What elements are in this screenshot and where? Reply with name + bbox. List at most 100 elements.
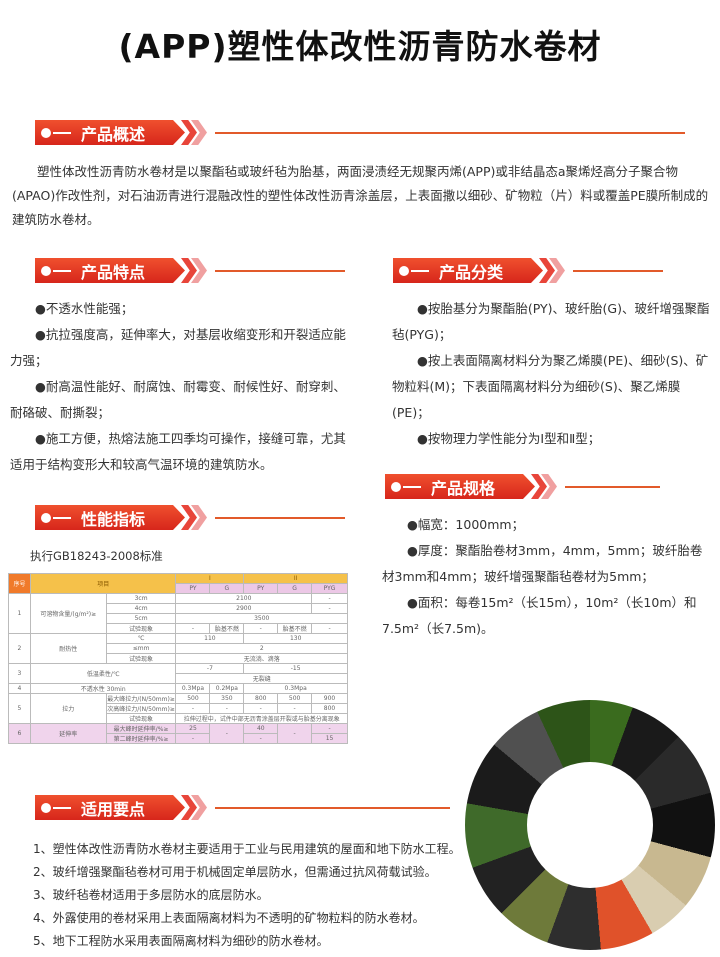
section-banner-classification: 产品分类	[393, 258, 663, 283]
table-cell: -7	[175, 663, 245, 674]
table-cell: 3	[8, 663, 31, 684]
table-cell: -	[311, 623, 348, 634]
table-cell: 3500	[175, 613, 348, 624]
table-cell: -	[209, 723, 245, 744]
table-cell: 500	[175, 693, 211, 704]
table-cell: 次高峰拉力/(N/50mm)≥	[105, 703, 177, 714]
table-cell: 800	[311, 703, 348, 714]
table-cell: -	[311, 723, 348, 734]
section-banner-overview: 产品概述	[35, 120, 685, 145]
table-cell: PYG	[311, 583, 348, 594]
table-cell: 0.3Mpa	[243, 683, 348, 694]
table-cell: 胎基不燃	[277, 623, 313, 634]
section-heading: 性能指标	[81, 509, 146, 529]
table-cell: 最大峰拉力/(N/50mm)≥	[105, 693, 177, 704]
table-cell: -	[243, 703, 279, 714]
table-cell: 延伸率	[29, 723, 107, 744]
table-cell: 0.2Mpa	[209, 683, 245, 694]
table-cell: 5	[8, 693, 31, 724]
section-banner-specs: 产品规格	[385, 474, 660, 499]
list-item: 1、塑性体改性沥青防水卷材主要适用于工业与民用建筑的屋面和地下防水工程。	[33, 842, 461, 856]
table-cell: 110	[175, 633, 245, 644]
product-sample-ring-image	[465, 700, 715, 950]
table-cell: 4cm	[105, 603, 177, 614]
table-cell: 第二峰时延伸率/%≥	[105, 733, 177, 744]
table-cell: 项目	[29, 573, 177, 594]
table-cell: 800	[243, 693, 279, 704]
table-cell: -15	[243, 663, 348, 674]
table-cell: -	[277, 723, 313, 744]
list-item: 4、外露使用的卷材采用上表面隔离材料为不透明的矿物粒料的防水卷材。	[33, 911, 425, 925]
table-cell: 6	[8, 723, 31, 744]
circle-icon	[391, 481, 401, 492]
table-cell: 试验现象	[105, 653, 177, 664]
table-cell: 0.3Mpa	[175, 683, 211, 694]
section-banner-usage: 适用要点	[35, 795, 450, 820]
table-cell: 4	[8, 683, 31, 694]
section-banner-performance: 性能指标	[35, 505, 345, 530]
circle-icon	[41, 802, 51, 813]
list-item: ●厚度：聚酯胎卷材3mm，4mm，5mm；玻纤胎卷材3mm和4mm；玻纤增强聚酯…	[382, 543, 703, 584]
usage-list: 1、塑性体改性沥青防水卷材主要适用于工业与民用建筑的屋面和地下防水工程。 2、玻…	[33, 838, 473, 953]
table-cell: 耐热性	[29, 633, 107, 664]
standard-label: 执行GB18243-2008标准	[30, 549, 163, 563]
table-cell: ≤mm	[105, 643, 177, 654]
table-cell: 拉伸过程中，试件中部无沥青涂盖层开裂或与胎基分离现象	[175, 713, 348, 724]
table-cell: 2100	[175, 593, 313, 604]
table-cell: 900	[311, 693, 348, 704]
table-cell: 无裂缝	[175, 673, 348, 684]
table-cell: 2	[8, 633, 31, 664]
list-item: 2、玻纤增强聚酯毡卷材可用于机械固定单层防水，但需通过抗风荷载试验。	[33, 865, 437, 879]
list-item: ●不透水性能强；	[35, 301, 134, 316]
table-cell: -	[175, 733, 211, 744]
table-cell: PY	[175, 583, 211, 594]
table-cell: 低温柔性/℃	[29, 663, 177, 684]
table-cell: -	[175, 703, 211, 714]
table-cell: 序号	[8, 573, 31, 594]
list-item: ●施工方便，热熔法施工四季均可操作，接缝可靠，尤其适用于结构变形大和较高气温环境…	[10, 431, 346, 472]
table-cell: -	[243, 733, 279, 744]
table-cell: 最大峰时延伸率/%≥	[105, 723, 177, 734]
table-cell: PY	[243, 583, 279, 594]
classification-list: ●按胎基分为聚酯胎(PY)、玻纤胎(G)、玻纤增强聚酯毡(PYG)； ●按上表面…	[392, 296, 714, 452]
table-cell: 350	[209, 693, 245, 704]
circle-icon	[399, 265, 409, 276]
list-item: 3、玻纤毡卷材适用于多层防水的底层防水。	[33, 888, 269, 902]
table-cell: 25	[175, 723, 211, 734]
page-title: (APP)塑性体改性沥青防水卷材	[118, 27, 602, 66]
table-cell: -	[311, 593, 348, 604]
performance-table: 序号 项目 I II PY G PY G PYG 1 可溶物含量/(g/m²)≥ 3cm 2100-…	[8, 573, 348, 744]
section-banner-features: 产品特点	[35, 258, 345, 283]
table-cell: 5cm	[105, 613, 177, 624]
table-cell: 2900	[175, 603, 313, 614]
list-item: ●耐高温性能好、耐腐蚀、耐霉变、耐候性好、耐穿刺、耐硌破、耐撕裂；	[10, 379, 346, 420]
table-cell: 40	[243, 723, 279, 734]
table-cell: 15	[311, 733, 348, 744]
table-cell: I	[175, 573, 245, 584]
table-cell: ℃	[105, 633, 177, 644]
list-item: ●面积：每卷15m²（长15m），10m²（长10m）和7.5m²（长7.5m)…	[382, 595, 697, 636]
table-cell: -	[277, 703, 313, 714]
section-heading: 产品特点	[81, 262, 146, 282]
table-cell: -	[175, 623, 211, 634]
table-cell: -	[311, 603, 348, 614]
table-cell: 130	[243, 633, 348, 644]
list-item: ●抗拉强度高，延伸率大，对基层收缩变形和开裂适应能力强；	[10, 327, 346, 368]
list-item: ●按物理力学性能分为I型和Ⅱ型；	[417, 431, 601, 446]
table-cell: 试验现象	[105, 713, 177, 724]
overview-text: 塑性体改性沥青防水卷材是以聚酯毡或玻纤毡为胎基，两面浸渍经无规聚丙烯(APP)或…	[12, 164, 709, 227]
table-cell: 500	[277, 693, 313, 704]
table-cell: 不透水性 30min	[29, 683, 177, 694]
list-item: ●按胎基分为聚酯胎(PY)、玻纤胎(G)、玻纤增强聚酯毡(PYG)；	[392, 301, 710, 342]
section-heading: 产品分类	[439, 262, 504, 282]
table-cell: 胎基不燃	[209, 623, 245, 634]
table-cell: 试验现象	[105, 623, 177, 634]
section-heading: 产品概述	[81, 124, 146, 144]
table-cell: 可溶物含量/(g/m²)≥	[29, 593, 107, 634]
table-cell: 2	[175, 643, 348, 654]
table-cell: 3cm	[105, 593, 177, 604]
table-cell: 拉力	[29, 693, 107, 724]
section-heading: 产品规格	[431, 478, 496, 498]
circle-icon	[41, 512, 51, 523]
table-cell: G	[209, 583, 245, 594]
